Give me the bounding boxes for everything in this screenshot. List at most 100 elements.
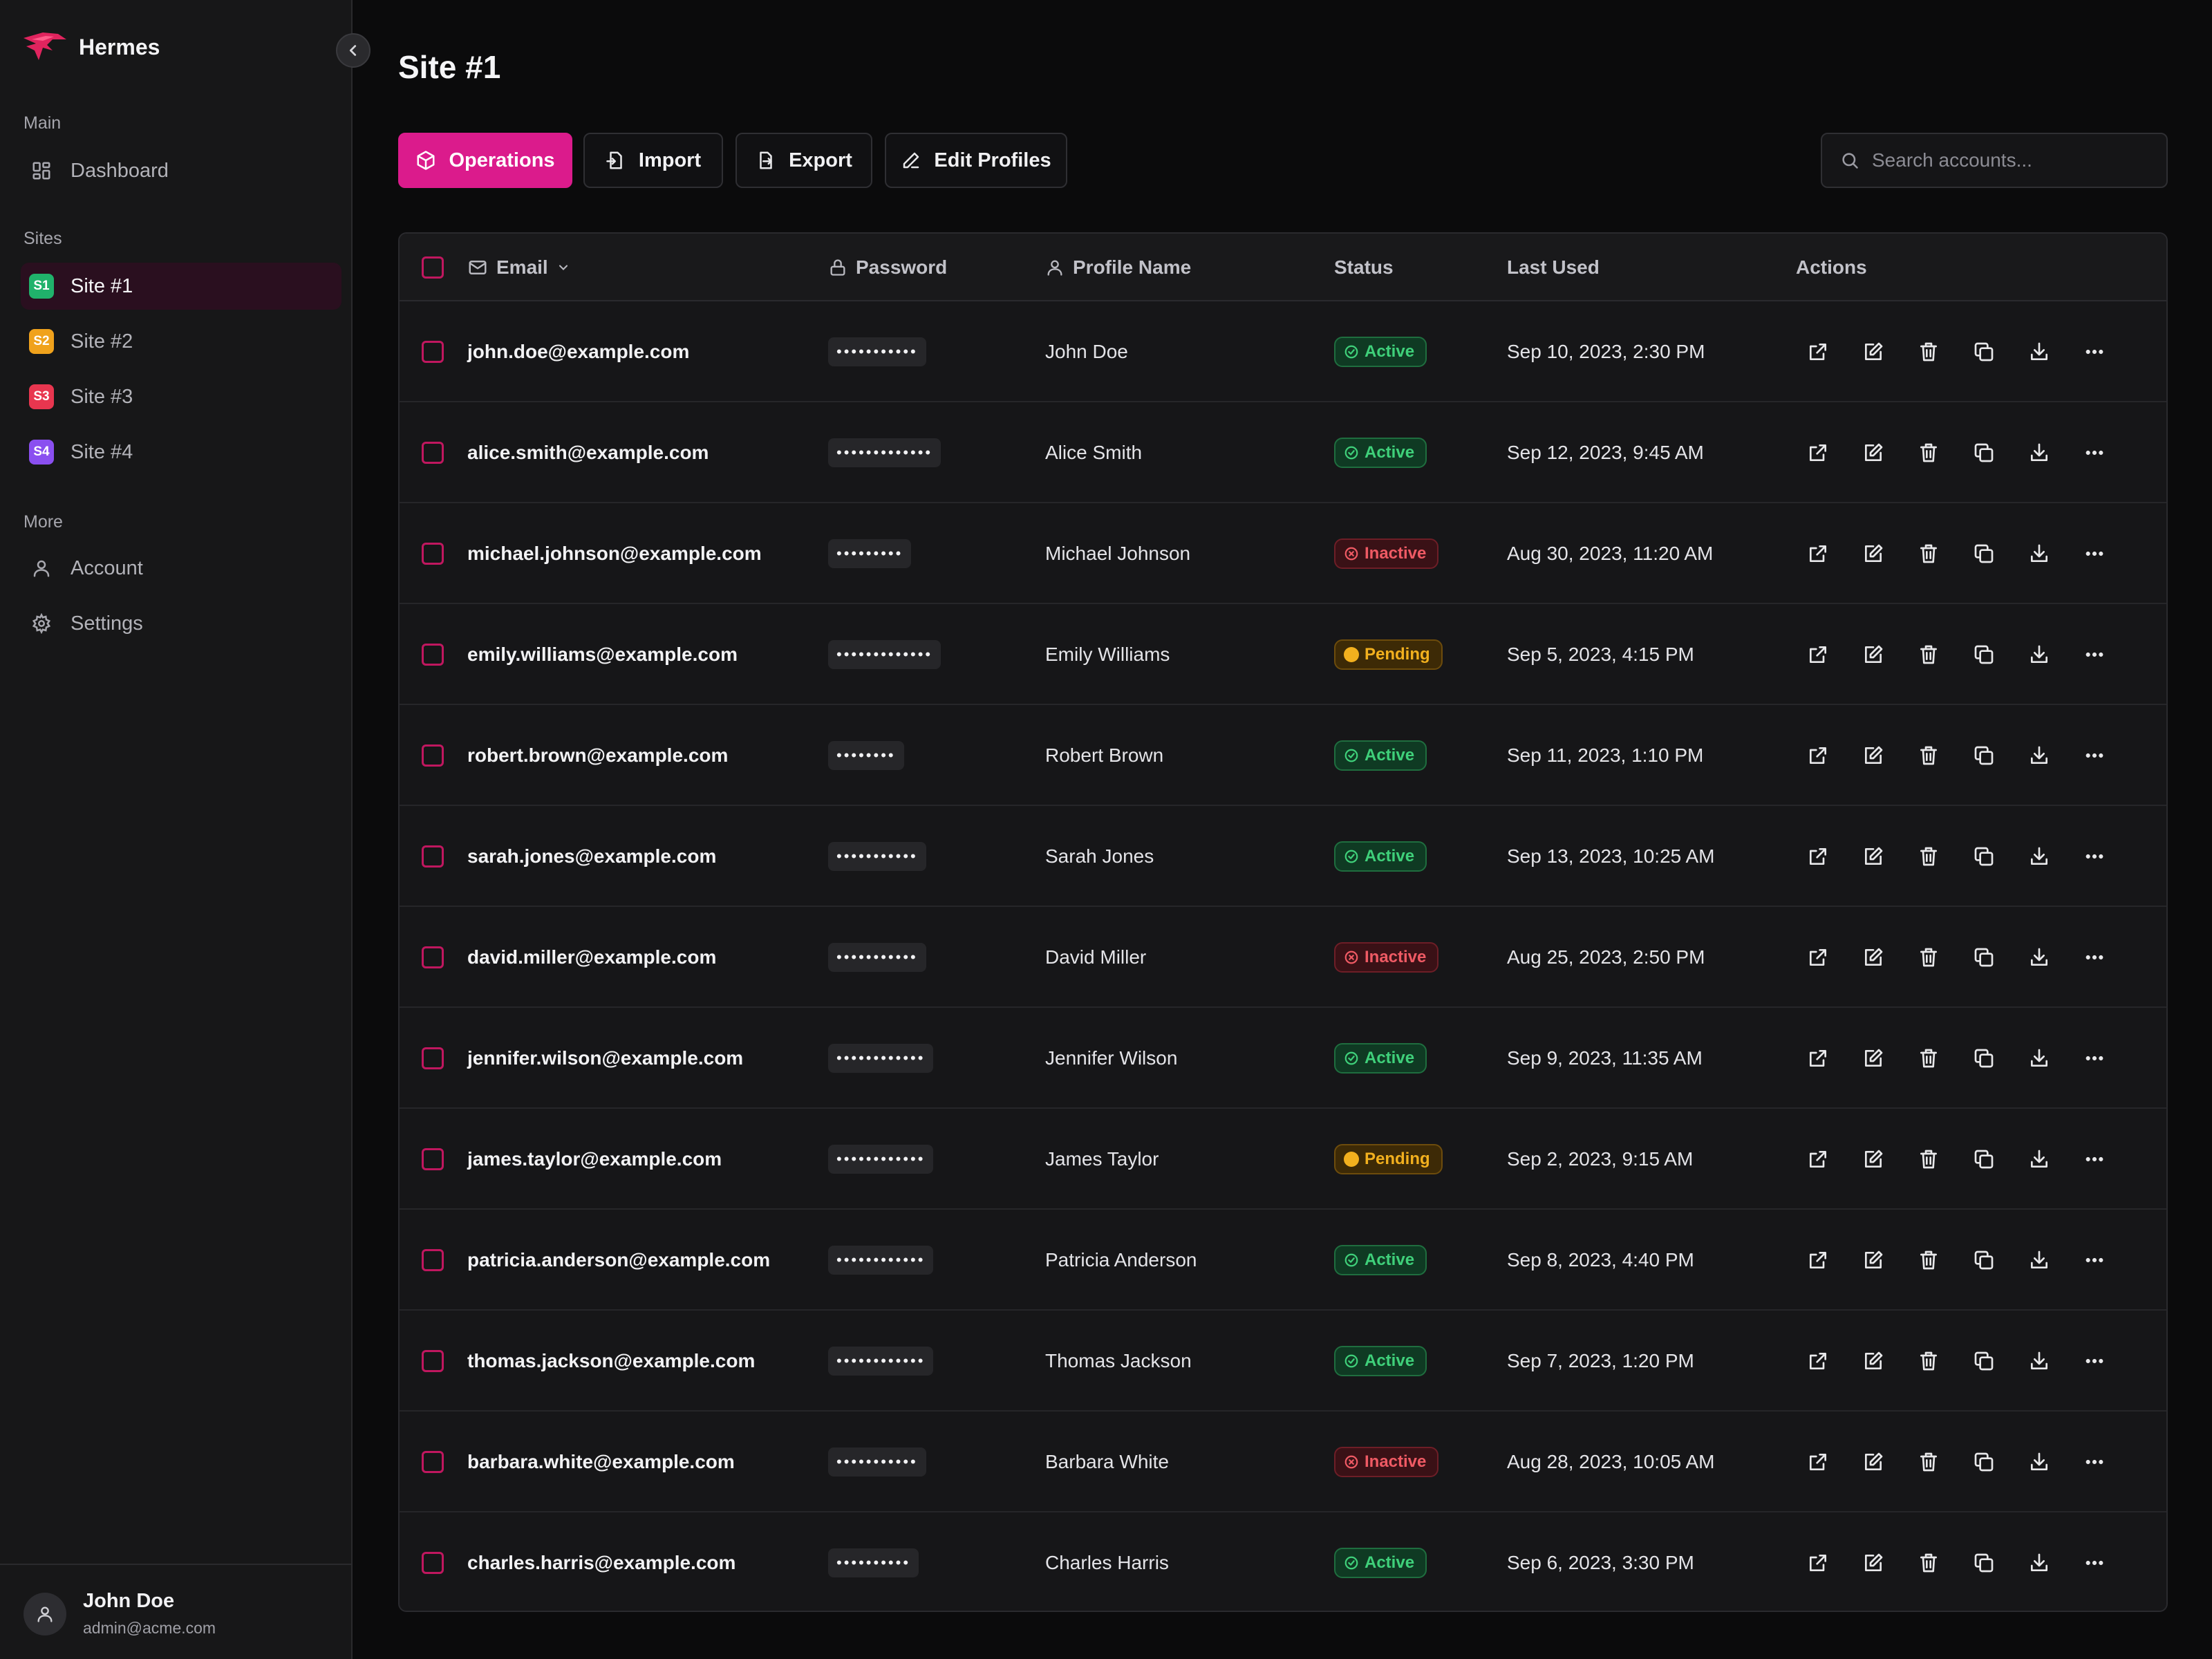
row-checkbox[interactable]	[422, 341, 444, 363]
download-icon[interactable]	[2027, 1147, 2052, 1172]
copy-icon[interactable]	[1971, 440, 1996, 465]
table-row[interactable]: john.doe@example.com ••••••••••• John Doe A…	[400, 301, 2166, 402]
edit-icon[interactable]	[1861, 339, 1886, 364]
open-external-icon[interactable]	[1806, 1046, 1830, 1071]
row-checkbox[interactable]	[422, 1552, 444, 1574]
table-row[interactable]: michael.johnson@example.com ••••••••• Mich…	[400, 503, 2166, 604]
collapse-sidebar-button[interactable]	[336, 33, 371, 68]
open-external-icon[interactable]	[1806, 844, 1830, 869]
edit-icon[interactable]	[1861, 1349, 1886, 1374]
edit-icon[interactable]	[1861, 1550, 1886, 1575]
table-row[interactable]: barbara.white@example.com ••••••••••• Barb…	[400, 1412, 2166, 1512]
download-icon[interactable]	[2027, 339, 2052, 364]
import-button[interactable]: Import	[583, 133, 723, 188]
trash-icon[interactable]	[1916, 642, 1941, 667]
edit-icon[interactable]	[1861, 440, 1886, 465]
more-icon[interactable]	[2082, 339, 2107, 364]
more-icon[interactable]	[2082, 541, 2107, 566]
row-checkbox[interactable]	[422, 1249, 444, 1271]
download-icon[interactable]	[2027, 844, 2052, 869]
sidebar-item-site-3[interactable]: S3 Site #3	[21, 373, 341, 420]
more-icon[interactable]	[2082, 844, 2107, 869]
copy-icon[interactable]	[1971, 1147, 1996, 1172]
trash-icon[interactable]	[1916, 1248, 1941, 1273]
more-icon[interactable]	[2082, 440, 2107, 465]
copy-icon[interactable]	[1971, 339, 1996, 364]
row-checkbox[interactable]	[422, 1350, 444, 1372]
edit-icon[interactable]	[1861, 1147, 1886, 1172]
row-checkbox[interactable]	[422, 1451, 444, 1473]
copy-icon[interactable]	[1971, 1349, 1996, 1374]
download-icon[interactable]	[2027, 1248, 2052, 1273]
row-checkbox[interactable]	[422, 946, 444, 968]
copy-icon[interactable]	[1971, 844, 1996, 869]
more-icon[interactable]	[2082, 1349, 2107, 1374]
operations-button[interactable]: Operations	[398, 133, 572, 188]
open-external-icon[interactable]	[1806, 541, 1830, 566]
open-external-icon[interactable]	[1806, 1550, 1830, 1575]
sidebar-item-site-2[interactable]: S2 Site #2	[21, 318, 341, 365]
edit-icon[interactable]	[1861, 743, 1886, 768]
table-row[interactable]: sarah.jones@example.com ••••••••••• Sarah …	[400, 806, 2166, 907]
trash-icon[interactable]	[1916, 945, 1941, 970]
more-icon[interactable]	[2082, 1550, 2107, 1575]
edit-icon[interactable]	[1861, 642, 1886, 667]
edit-profiles-button[interactable]: Edit Profiles	[885, 133, 1067, 188]
download-icon[interactable]	[2027, 541, 2052, 566]
more-icon[interactable]	[2082, 1450, 2107, 1474]
trash-icon[interactable]	[1916, 844, 1941, 869]
row-checkbox[interactable]	[422, 1047, 444, 1069]
download-icon[interactable]	[2027, 1450, 2052, 1474]
column-header-email[interactable]: Email	[467, 234, 570, 301]
download-icon[interactable]	[2027, 1550, 2052, 1575]
table-row[interactable]: david.miller@example.com ••••••••••• David…	[400, 907, 2166, 1008]
table-row[interactable]: patricia.anderson@example.com •••••••••••…	[400, 1210, 2166, 1311]
brand[interactable]: Hermes	[22, 28, 160, 66]
trash-icon[interactable]	[1916, 1349, 1941, 1374]
sidebar-item-dashboard[interactable]: Dashboard	[21, 147, 341, 194]
copy-icon[interactable]	[1971, 541, 1996, 566]
copy-icon[interactable]	[1971, 1248, 1996, 1273]
row-checkbox[interactable]	[422, 442, 444, 464]
copy-icon[interactable]	[1971, 1550, 1996, 1575]
user-profile[interactable]: John Doe admin@acme.com	[0, 1564, 351, 1659]
edit-icon[interactable]	[1861, 541, 1886, 566]
edit-icon[interactable]	[1861, 1248, 1886, 1273]
open-external-icon[interactable]	[1806, 1147, 1830, 1172]
edit-icon[interactable]	[1861, 844, 1886, 869]
trash-icon[interactable]	[1916, 743, 1941, 768]
open-external-icon[interactable]	[1806, 642, 1830, 667]
copy-icon[interactable]	[1971, 642, 1996, 667]
table-row[interactable]: james.taylor@example.com •••••••••••• Jame…	[400, 1109, 2166, 1210]
open-external-icon[interactable]	[1806, 1450, 1830, 1474]
open-external-icon[interactable]	[1806, 1349, 1830, 1374]
open-external-icon[interactable]	[1806, 743, 1830, 768]
edit-icon[interactable]	[1861, 1450, 1886, 1474]
more-icon[interactable]	[2082, 945, 2107, 970]
more-icon[interactable]	[2082, 1147, 2107, 1172]
more-icon[interactable]	[2082, 642, 2107, 667]
more-icon[interactable]	[2082, 1046, 2107, 1071]
row-checkbox[interactable]	[422, 845, 444, 868]
sidebar-item-site-1[interactable]: S1 Site #1	[21, 263, 341, 310]
trash-icon[interactable]	[1916, 1450, 1941, 1474]
open-external-icon[interactable]	[1806, 1248, 1830, 1273]
more-icon[interactable]	[2082, 1248, 2107, 1273]
export-button[interactable]: Export	[735, 133, 872, 188]
search-box[interactable]	[1821, 133, 2168, 188]
download-icon[interactable]	[2027, 642, 2052, 667]
download-icon[interactable]	[2027, 440, 2052, 465]
copy-icon[interactable]	[1971, 1046, 1996, 1071]
edit-icon[interactable]	[1861, 1046, 1886, 1071]
copy-icon[interactable]	[1971, 945, 1996, 970]
open-external-icon[interactable]	[1806, 945, 1830, 970]
more-icon[interactable]	[2082, 743, 2107, 768]
table-row[interactable]: robert.brown@example.com •••••••• Robert B…	[400, 705, 2166, 806]
select-all-checkbox[interactable]	[422, 256, 444, 279]
download-icon[interactable]	[2027, 1349, 2052, 1374]
copy-icon[interactable]	[1971, 743, 1996, 768]
sidebar-item-settings[interactable]: Settings	[21, 600, 341, 647]
trash-icon[interactable]	[1916, 1147, 1941, 1172]
sidebar-item-site-4[interactable]: S4 Site #4	[21, 429, 341, 476]
search-input[interactable]	[1872, 149, 2148, 171]
